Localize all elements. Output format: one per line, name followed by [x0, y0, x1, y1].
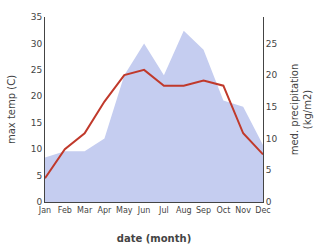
- svg-text:0: 0: [266, 197, 272, 207]
- svg-text:max temp (C): max temp (C): [6, 75, 17, 144]
- svg-text:5: 5: [36, 171, 42, 181]
- svg-text:20: 20: [31, 91, 43, 101]
- svg-text:Oct: Oct: [216, 206, 230, 215]
- svg-text:Jul: Jul: [158, 206, 169, 215]
- svg-text:Apr: Apr: [98, 206, 113, 215]
- svg-text:Feb: Feb: [58, 206, 72, 215]
- svg-text:35: 35: [31, 12, 42, 22]
- svg-text:date (month): date (month): [117, 233, 191, 244]
- svg-text:Nov: Nov: [235, 206, 251, 215]
- svg-text:20: 20: [266, 70, 278, 80]
- svg-text:10: 10: [31, 144, 43, 154]
- svg-text:30: 30: [31, 39, 43, 49]
- svg-text:25: 25: [266, 39, 277, 49]
- svg-text:May: May: [116, 206, 133, 215]
- svg-text:0: 0: [36, 197, 42, 207]
- svg-text:Jan: Jan: [38, 206, 51, 215]
- svg-text:Aug: Aug: [176, 206, 192, 215]
- svg-text:10: 10: [266, 134, 278, 144]
- svg-text:5: 5: [266, 165, 272, 175]
- svg-text:Dec: Dec: [255, 206, 270, 215]
- svg-text:Mar: Mar: [77, 206, 93, 215]
- svg-text:Jun: Jun: [137, 206, 151, 215]
- svg-text:15: 15: [266, 102, 277, 112]
- svg-text:med. precipitation(kg/m2): med. precipitation(kg/m2): [289, 64, 313, 156]
- svg-text:Sep: Sep: [196, 206, 211, 215]
- svg-text:25: 25: [31, 65, 42, 75]
- svg-text:15: 15: [31, 118, 42, 128]
